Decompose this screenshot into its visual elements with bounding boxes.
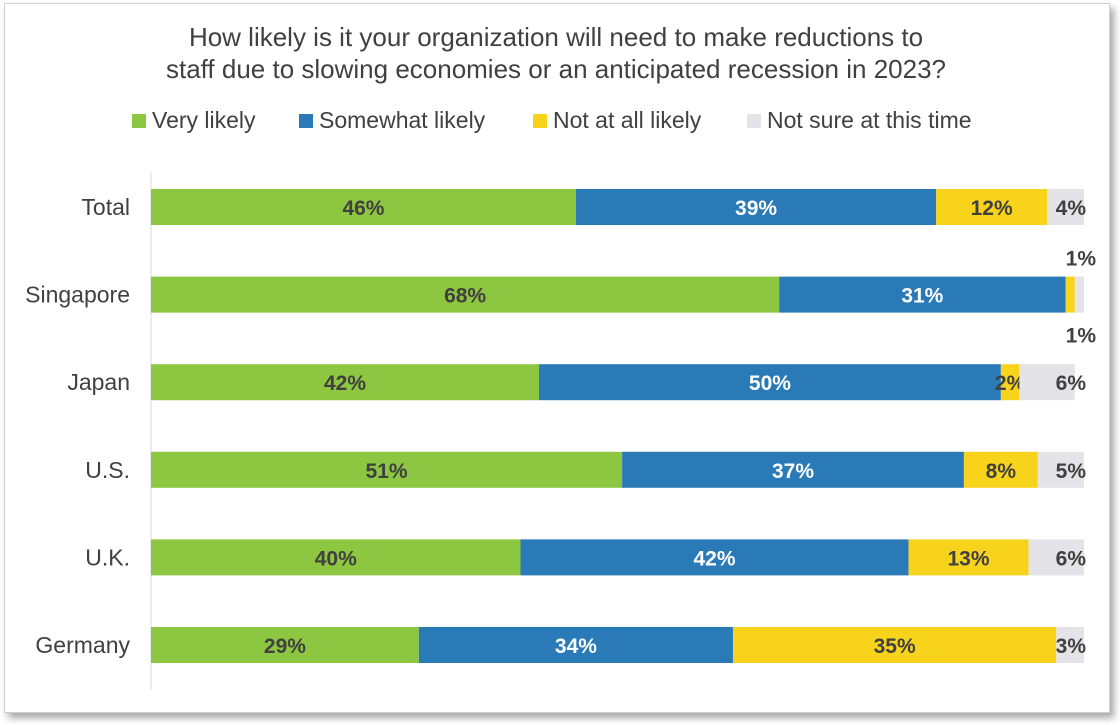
legend: Very likely Somewhat likely Not at all l… [0, 107, 1120, 137]
bar-germany-very-likely [151, 627, 419, 663]
value-label-germany-not-at-all-likely: 35% [874, 635, 916, 658]
value-label-u-k-not-sure-at-this-time: 6% [1056, 547, 1087, 570]
value-label-total-not-at-all-likely: 12% [971, 197, 1013, 220]
value-label-japan-somewhat-likely: 50% [749, 372, 791, 395]
legend-swatch-not-at-all-likely [533, 113, 547, 128]
bar-u-k-not-at-all-likely [908, 539, 1029, 576]
value-label-japan-not-sure-at-this-time: 6% [1056, 372, 1087, 395]
value-label-u-k-very-likely: 40% [315, 547, 357, 570]
legend-swatch-very-likely [132, 113, 146, 128]
bar-japan-somewhat-likely [538, 364, 1001, 401]
category-label-u-k: U.K. [85, 544, 130, 570]
legend-label-somewhat-likely: Somewhat likely [319, 107, 486, 133]
chart-title: How likely is it your organization will … [0, 21, 1112, 85]
bar-total-very-likely [151, 189, 576, 225]
legend-label-not-at-all-likely: Not at all likely [553, 107, 702, 133]
bar-total-not-at-all-likely [936, 189, 1048, 225]
value-label-total-somewhat-likely: 39% [735, 197, 777, 220]
bar-u-s-very-likely [151, 451, 623, 488]
legend-item-not-sure: Not sure at this time [747, 107, 972, 134]
value-label-u-s-somewhat-likely: 37% [772, 460, 814, 483]
category-label-singapore: Singapore [25, 282, 130, 308]
bar-germany-somewhat-likely [418, 627, 733, 663]
legend-label-not-sure: Not sure at this time [767, 107, 972, 133]
bar-u-s-not-sure-at-this-time [1037, 451, 1084, 488]
value-label-u-k-somewhat-likely: 42% [693, 547, 735, 570]
value-label-germany-very-likely: 29% [264, 635, 306, 658]
legend-label-very-likely: Very likely [152, 107, 256, 133]
bar-japan-very-likely [151, 364, 539, 401]
category-label-germany: Germany [35, 632, 130, 658]
value-label-total-not-sure-at-this-time: 4% [1056, 197, 1087, 220]
category-label-total: Total [81, 194, 130, 220]
value-label-u-k-not-at-all-likely: 13% [948, 547, 990, 570]
value-label-singapore-somewhat-likely: 31% [901, 285, 943, 308]
bar-total-not-sure-at-this-time [1047, 189, 1084, 225]
bar-total-somewhat-likely [575, 189, 937, 225]
bar-singapore-not-at-all-likely [1065, 276, 1075, 313]
chart-frame [4, 3, 1110, 713]
value-label-japan-not-at-all-likely: 2% [995, 372, 1026, 395]
value-label-u-s-not-sure-at-this-time: 5% [1056, 460, 1087, 483]
bar-germany-not-sure-at-this-time [1056, 627, 1084, 663]
bar-germany-not-at-all-likely [732, 627, 1057, 663]
bar-u-s-somewhat-likely [622, 451, 964, 488]
value-label-u-s-not-at-all-likely: 8% [986, 460, 1017, 483]
value-label-germany-somewhat-likely: 34% [555, 635, 597, 658]
bar-u-s-not-at-all-likely [963, 451, 1038, 488]
legend-item-very-likely: Very likely [132, 107, 256, 134]
chart-title-line-1: How likely is it your organization will … [188, 22, 924, 52]
value-label-singapore-not-sure-at-this-time: 1% [1066, 248, 1097, 271]
value-label-u-s-very-likely: 51% [366, 460, 408, 483]
value-label-total-very-likely: 46% [342, 197, 384, 220]
bar-japan-not-sure-at-this-time [1019, 364, 1075, 401]
value-label-singapore-not-at-all-likely: 1% [1066, 325, 1097, 348]
bar-u-k-somewhat-likely [520, 539, 909, 576]
chart-title-line-2: staff due to slowing economies or an ant… [165, 54, 946, 84]
legend-swatch-not-sure [747, 113, 761, 128]
bar-japan-not-at-all-likely [1000, 364, 1020, 401]
bar-singapore-not-sure-at-this-time [1074, 276, 1084, 313]
bar-singapore-very-likely [151, 276, 780, 313]
bar-u-k-not-sure-at-this-time [1028, 539, 1084, 576]
legend-item-somewhat-likely: Somewhat likely [299, 107, 485, 134]
legend-swatch-somewhat-likely [299, 113, 313, 128]
value-label-germany-not-sure-at-this-time: 3% [1056, 635, 1087, 658]
value-label-singapore-very-likely: 68% [444, 285, 486, 308]
value-label-japan-very-likely: 42% [324, 372, 366, 395]
bar-singapore-somewhat-likely [779, 276, 1066, 313]
category-label-u-s: U.S. [85, 457, 130, 483]
bar-u-k-very-likely [151, 539, 521, 576]
legend-item-not-at-all-likely: Not at all likely [533, 107, 701, 134]
category-label-japan: Japan [67, 369, 130, 395]
